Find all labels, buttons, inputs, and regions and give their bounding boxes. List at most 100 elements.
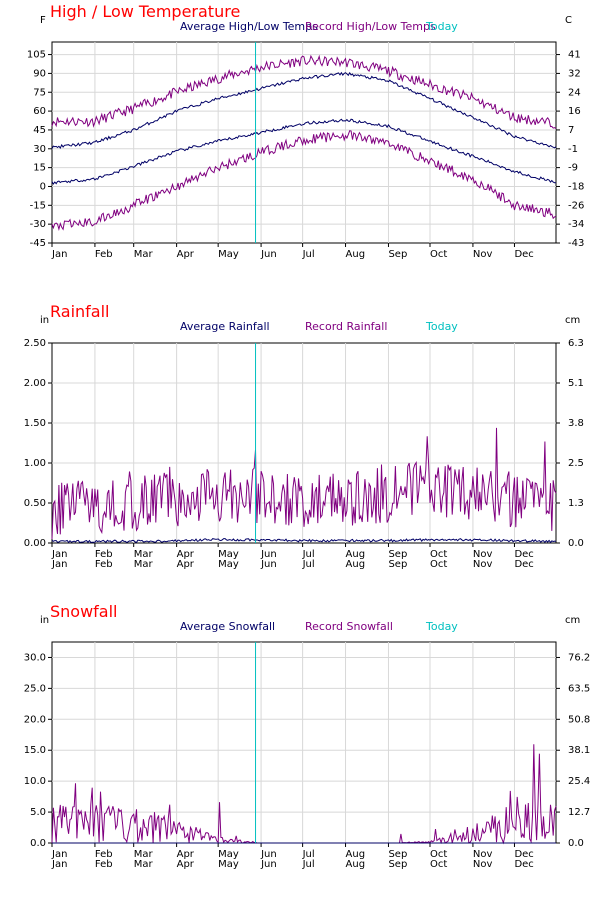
xtick-label: Aug	[346, 549, 366, 560]
ytick-label-left: 0.0	[30, 838, 46, 849]
xtick-label: Oct	[430, 549, 447, 560]
xtick-label-2: Dec	[514, 559, 533, 570]
ytick-label-right: 1.3	[568, 498, 584, 509]
xtick-label: Mar	[134, 249, 154, 260]
xtick-label-2: Dec	[514, 859, 533, 870]
xtick-label: Apr	[177, 849, 195, 860]
ytick-label-right: -26	[568, 200, 584, 211]
ytick-label-left: 30	[33, 144, 46, 155]
series-line-record-low	[51, 130, 557, 232]
xtick-label: Jul	[302, 849, 315, 860]
xtick-label-2: Mar	[134, 859, 154, 870]
ytick-label-right: -34	[568, 219, 584, 230]
plot-frame	[51, 342, 557, 544]
xtick-label: Feb	[95, 849, 113, 860]
ytick-label-left: 0	[40, 181, 46, 192]
xtick-label: May	[218, 849, 239, 860]
legend-today: Today	[425, 320, 458, 333]
xtick-label: Feb	[95, 549, 113, 560]
xtick-label: Feb	[95, 249, 113, 260]
xtick-label: Jul	[302, 249, 315, 260]
xtick-label: Nov	[473, 849, 493, 860]
ytick-label-left: 0.00	[24, 538, 46, 549]
xtick-label-2: Jun	[260, 859, 277, 870]
ytick-label-left: 60	[33, 106, 46, 117]
legend-today: Today	[425, 20, 458, 33]
xtick-label-2: Oct	[430, 859, 447, 870]
ytick-label-right: 76.2	[568, 652, 590, 663]
series-line-average-low	[51, 118, 557, 185]
ytick-label-right: 3.8	[568, 418, 584, 429]
xtick-label: Jan	[51, 549, 67, 560]
xtick-label: Jan	[51, 249, 67, 260]
legend-average: Average High/Low Temps	[180, 20, 318, 33]
ytick-label-left: 10.0	[24, 776, 46, 787]
xtick-label-2: Apr	[177, 859, 195, 870]
xtick-label-2: Jun	[260, 559, 277, 570]
xtick-label-2: Feb	[95, 559, 113, 570]
ytick-label-right: 25.4	[568, 776, 590, 787]
legend-record: Record High/Low Temps	[305, 20, 436, 33]
xtick-label: Oct	[430, 249, 447, 260]
series-line-average-rainfall	[51, 538, 557, 544]
xtick-label: Jun	[260, 549, 277, 560]
ytick-label-right: 5.1	[568, 378, 584, 389]
ytick-label-left: -45	[30, 238, 46, 249]
legend-today: Today	[425, 620, 458, 633]
ytick-label-right: -9	[568, 163, 578, 174]
xtick-label-2: Sep	[388, 559, 407, 570]
xtick-label-2: Nov	[473, 559, 493, 570]
ytick-label-left: -15	[30, 200, 46, 211]
ytick-label-left: 15.0	[24, 745, 46, 756]
xtick-label-2: Jul	[302, 859, 315, 870]
xtick-label: Dec	[514, 849, 533, 860]
right-unit-label: C	[565, 15, 572, 26]
xtick-label: May	[218, 249, 239, 260]
right-unit-label: cm	[565, 615, 580, 626]
left-unit-label: in	[40, 315, 49, 326]
xtick-label: Aug	[346, 249, 366, 260]
ytick-label-left: 2.50	[24, 338, 46, 349]
xtick-label: Mar	[134, 849, 154, 860]
left-unit-label: in	[40, 615, 49, 626]
xtick-label: Jun	[260, 249, 277, 260]
ytick-label-left: 1.50	[24, 418, 46, 429]
xtick-label: Oct	[430, 849, 447, 860]
ytick-label-left: 0.50	[24, 498, 46, 509]
legend-average: Average Rainfall	[180, 320, 270, 333]
xtick-label: May	[218, 549, 239, 560]
xtick-label-2: Aug	[346, 859, 366, 870]
ytick-label-right: -18	[568, 181, 584, 192]
chart-title: High / Low Temperature	[50, 2, 240, 21]
ytick-label-right: 12.7	[568, 807, 590, 818]
ytick-label-right: 50.8	[568, 714, 590, 725]
ytick-label-left: 30.0	[24, 652, 46, 663]
legend-record: Record Rainfall	[305, 320, 387, 333]
xtick-label-2: Sep	[388, 859, 407, 870]
xtick-label: Apr	[177, 549, 195, 560]
ytick-label-right: 32	[568, 68, 581, 79]
ytick-label-left: 90	[33, 68, 46, 79]
ytick-label-left: 1.00	[24, 458, 46, 469]
ytick-label-right: 2.5	[568, 458, 584, 469]
legend-record: Record Snowfall	[305, 620, 393, 633]
xtick-label-2: Jan	[51, 859, 67, 870]
xtick-label: Mar	[134, 549, 154, 560]
xtick-label-2: May	[218, 859, 239, 870]
xtick-label: Jun	[260, 849, 277, 860]
xtick-label: Jul	[302, 549, 315, 560]
ytick-label-right: 7	[568, 125, 574, 136]
xtick-label: Sep	[388, 549, 407, 560]
chart-panel-0: High / Low Temperature F C Average High/Low…	[27, 2, 584, 260]
ytick-label-right: 41	[568, 50, 581, 61]
left-unit-label: F	[40, 15, 46, 26]
xtick-label-2: Oct	[430, 559, 447, 570]
xtick-label-2: Aug	[346, 559, 366, 570]
ytick-label-right: 6.3	[568, 338, 584, 349]
ytick-label-right: 24	[568, 87, 581, 98]
series-line-record-high	[51, 54, 557, 130]
legend-average: Average Snowfall	[180, 620, 275, 633]
